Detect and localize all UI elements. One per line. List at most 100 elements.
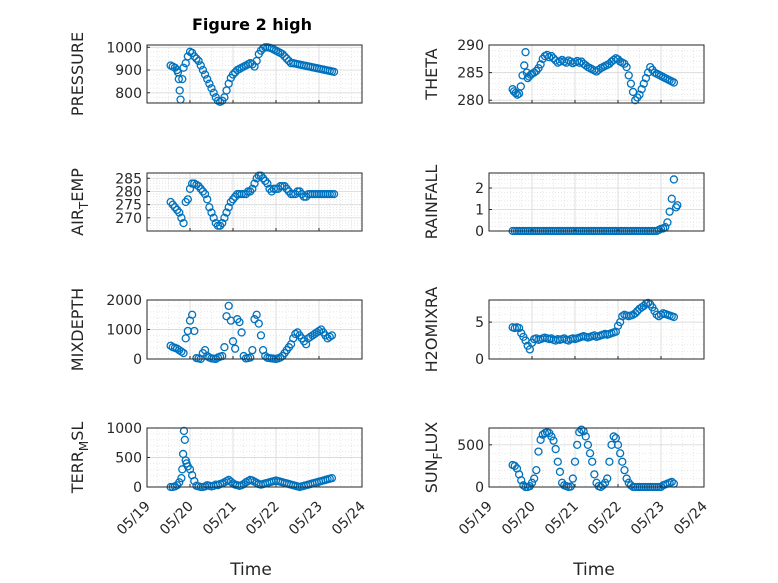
sun-flux-point [600, 478, 610, 487]
h2omixra-point [643, 298, 653, 308]
mixdepth-y-tick-label: 0 [133, 352, 142, 368]
h2omixra-y-tick-label: 5 [475, 315, 484, 331]
terr-msl-point [175, 478, 184, 487]
sun-flux-point [555, 467, 565, 476]
mixdepth-y-tick-label: 2000 [106, 293, 142, 309]
theta-point [542, 50, 552, 60]
air-temp-y-tick-label: 275 [115, 198, 142, 214]
pressure-y-tick-label: 900 [115, 63, 142, 79]
mixdepth-point [177, 347, 186, 356]
x-axis-label-left: Time [229, 560, 272, 580]
sun-flux-series [508, 425, 679, 492]
sun-flux-point [581, 432, 590, 441]
mixdepth-point [224, 301, 233, 311]
air-temp-point [177, 213, 186, 222]
air-temp-point [329, 189, 339, 199]
pressure-point [174, 74, 183, 84]
sun-flux-point [551, 444, 560, 454]
sun-flux-point [583, 440, 593, 450]
pressure-point [190, 52, 199, 61]
theta-point [547, 51, 556, 61]
theta-point [581, 61, 590, 70]
pressure-point [175, 86, 184, 95]
air-temp-point [218, 218, 227, 228]
mixdepth-y-axis-label: MIXDEPTH [68, 288, 87, 371]
rainfall-y-tick-label: 1 [475, 203, 484, 219]
sun-flux-point [549, 436, 558, 445]
air-temp-point [207, 208, 216, 217]
terr-msl-point [177, 473, 186, 483]
sun-flux-y-axis-label: SUNFLUX [422, 422, 445, 494]
pressure-point [207, 84, 216, 93]
panel-h2omixra: 0 5 H2OMIXRA [422, 287, 705, 373]
theta-point [594, 65, 603, 75]
rainfall-point [665, 207, 674, 216]
h2omixra-series [508, 298, 679, 354]
mixdepth-point [166, 341, 175, 350]
mixdepth-point [314, 326, 324, 336]
sun-flux-point [553, 457, 562, 466]
pressure-point [178, 74, 187, 84]
rainfall-point [669, 175, 679, 184]
sun-flux-point [620, 465, 629, 475]
sun-flux-point [575, 428, 584, 437]
h2omixra-y-tick-label: 0 [475, 352, 484, 368]
theta-point [549, 54, 558, 63]
rainfall-point [673, 201, 682, 210]
air-temp-point [248, 184, 257, 193]
theta-point [516, 82, 525, 91]
air-temp-point [263, 179, 272, 188]
theta-y-tick-label: 280 [457, 93, 484, 109]
air-temp-point [183, 195, 193, 204]
sun-flux-point [598, 481, 608, 490]
air-temp-y-tick-label: 270 [115, 211, 142, 227]
pressure-point [194, 56, 203, 66]
terr-msl-y-tick-label: 0 [133, 480, 142, 496]
pressure-point [196, 61, 205, 70]
panel-mixdepth: 0 1000 2000 MIXDEPTH [68, 288, 363, 371]
sun-flux-axes-box [488, 427, 705, 488]
x-axis-label-right: Time [572, 560, 615, 580]
theta-point [622, 62, 631, 72]
mixdepth-series [166, 301, 337, 364]
theta-point [635, 90, 644, 99]
sun-flux-point [609, 432, 618, 441]
sun-flux-point [510, 461, 519, 471]
sun-flux-point [613, 440, 623, 450]
pressure-point [329, 67, 339, 76]
mixdepth-point [325, 332, 334, 342]
theta-point [520, 61, 529, 70]
mixdepth-point [218, 351, 227, 361]
rainfall-point [663, 218, 672, 227]
figure-title: Figure 2 high [192, 15, 312, 34]
pressure-y-tick-label: 1000 [106, 40, 142, 56]
sun-flux-y-tick-label: 500 [457, 438, 484, 454]
pressure-y-tick-label: 800 [115, 86, 142, 102]
mixdepth-point [246, 353, 255, 362]
pressure-point [278, 49, 287, 59]
sun-flux-point [616, 449, 625, 458]
theta-point [536, 60, 545, 69]
pressure-point [280, 52, 289, 61]
mixdepth-point [254, 319, 263, 328]
sun-flux-point [618, 457, 627, 466]
h2omixra-point [669, 312, 679, 322]
panel-pressure: 800 900 1000 PRESSURE [68, 32, 363, 116]
air-temp-point [203, 195, 212, 204]
sun-flux-point [605, 457, 614, 466]
mixdepth-point [187, 310, 197, 319]
mixdepth-point [235, 317, 244, 327]
h2omixra-y-axis-label: H2OMIXRA [422, 287, 441, 373]
terr-msl-series [166, 426, 337, 492]
air-temp-point [224, 203, 233, 212]
air-temp-point [222, 208, 231, 217]
mixdepth-point [256, 331, 266, 340]
sun-flux-point [585, 449, 595, 458]
h2omixra-point [514, 323, 524, 333]
mixdepth-point [291, 329, 300, 339]
terr-msl-point [327, 473, 337, 483]
pressure-point [228, 70, 238, 79]
h2omixra-axes-box [488, 299, 705, 360]
pressure-point [179, 63, 188, 72]
